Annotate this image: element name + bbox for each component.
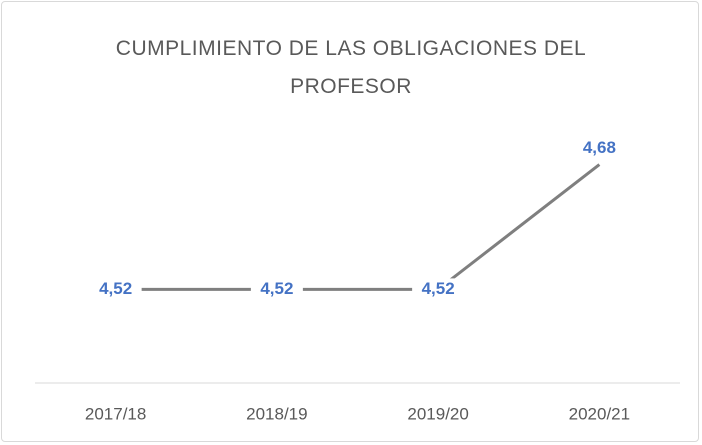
label-background — [250, 278, 303, 301]
label-background — [89, 278, 142, 301]
data-label: 4,52 — [260, 279, 293, 298]
label-background — [412, 278, 465, 301]
x-tick-label: 2020/21 — [569, 404, 630, 423]
line-series — [115, 163, 601, 291]
x-tick-label: 2017/18 — [85, 404, 146, 423]
data-label: 4,68 — [583, 138, 616, 157]
x-tick-label: 2019/20 — [407, 404, 468, 423]
data-label: 4,52 — [422, 279, 455, 298]
data-label: 4,52 — [99, 279, 132, 298]
chart-title: CUMPLIMIENTO DE LAS OBLIGACIONES DEL PRO… — [115, 37, 587, 98]
x-tick-label: 2018/19 — [246, 404, 307, 423]
